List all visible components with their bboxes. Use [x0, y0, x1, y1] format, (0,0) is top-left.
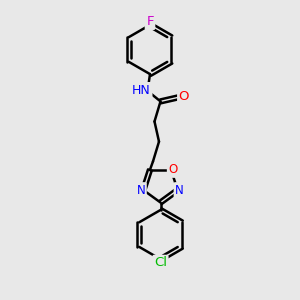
Text: O: O [168, 164, 178, 176]
Text: N: N [175, 184, 184, 196]
Text: Cl: Cl [154, 256, 167, 269]
Text: N: N [136, 184, 146, 196]
Text: F: F [146, 15, 154, 28]
Text: HN: HN [132, 83, 151, 97]
Text: O: O [179, 90, 189, 103]
